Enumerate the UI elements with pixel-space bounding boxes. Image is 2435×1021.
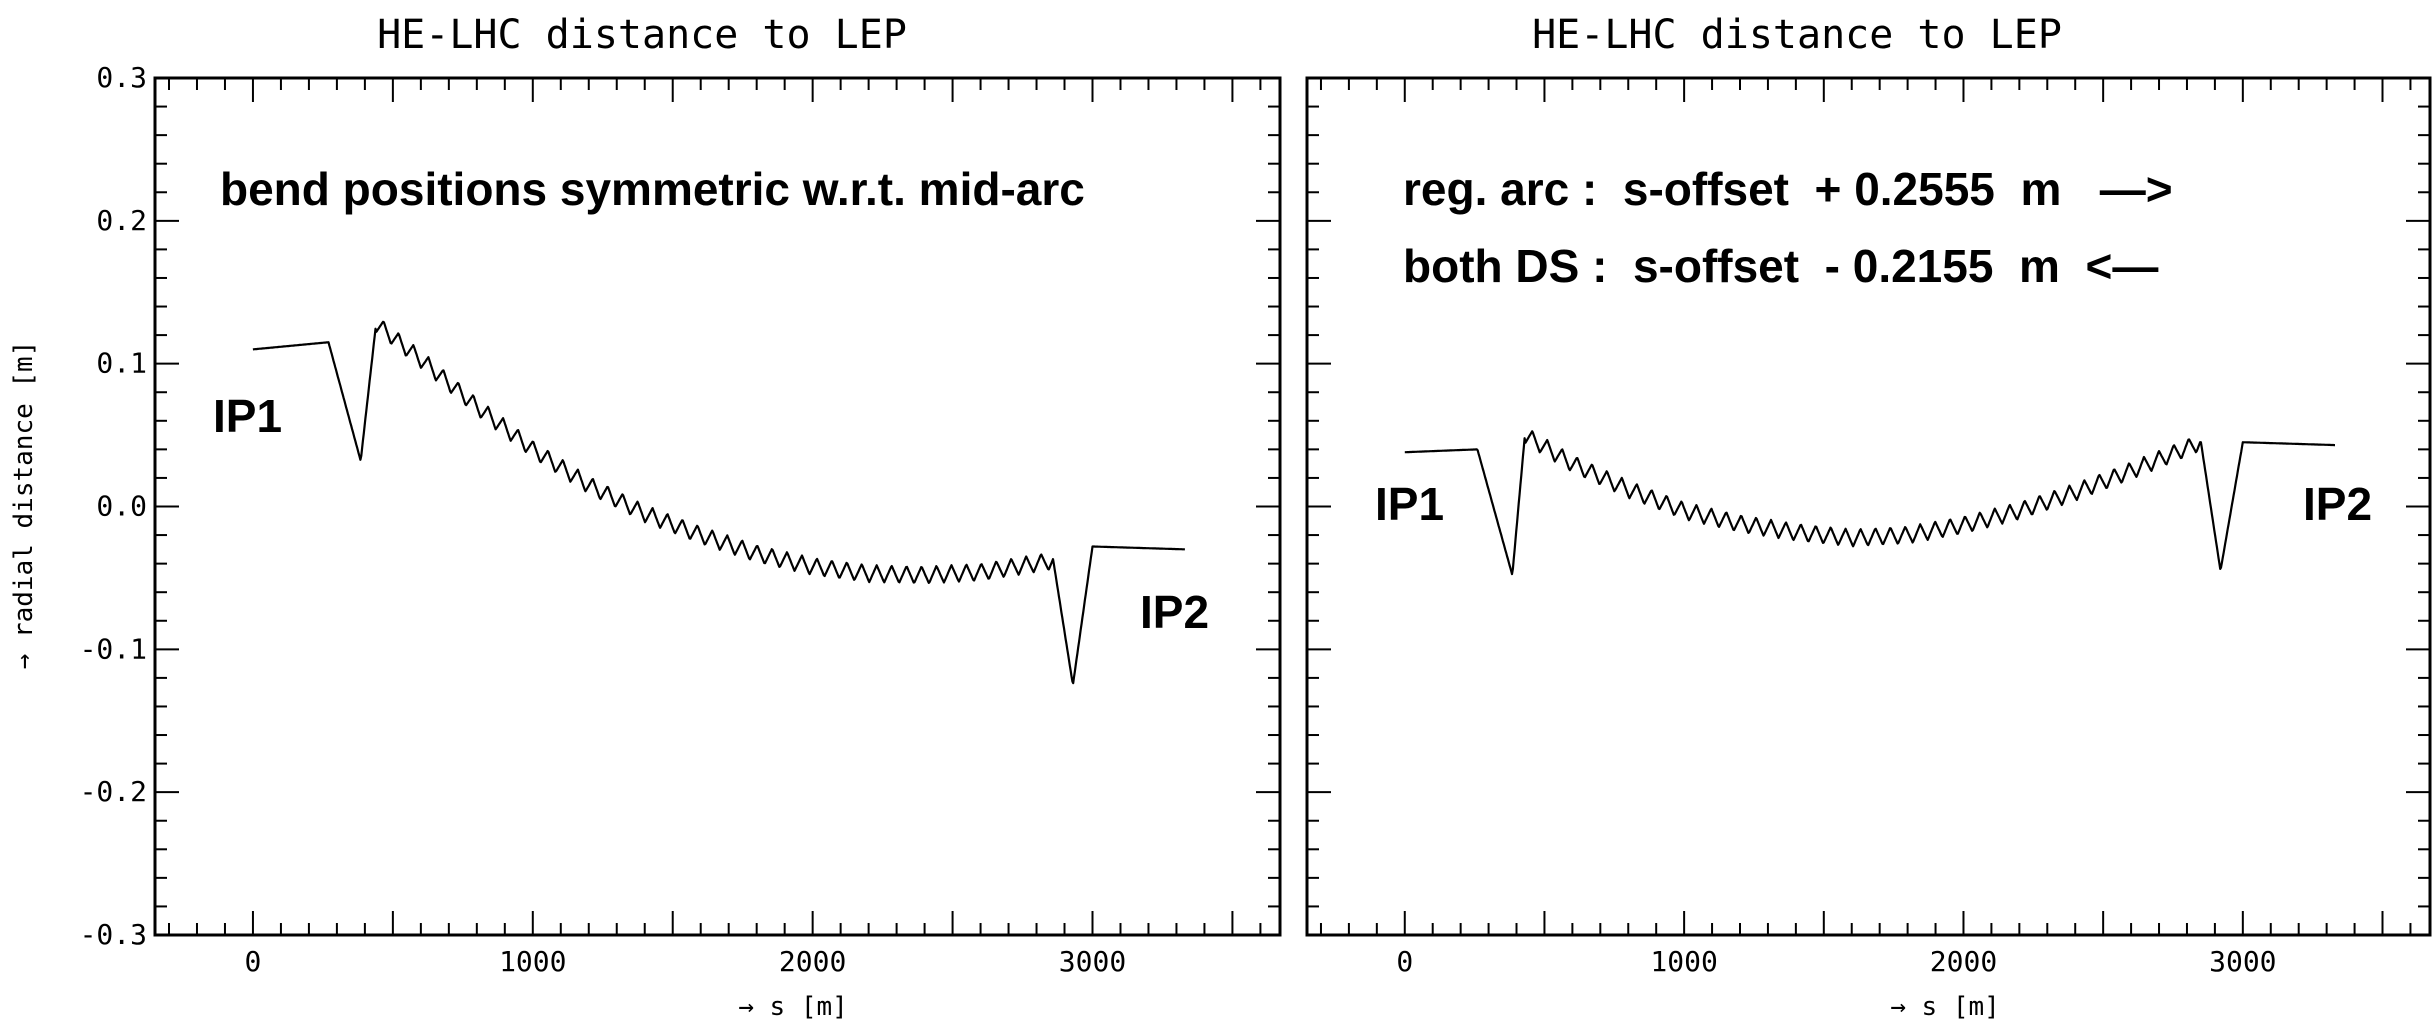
y-tick-label: -0.1	[80, 632, 147, 665]
left-annotation-symmetric: bend positions symmetric w.r.t. mid-arc	[220, 163, 1085, 215]
y-tick-label: 0.2	[96, 204, 147, 237]
x-tick-label: 3000	[2209, 945, 2276, 978]
left-ip1-label: IP1	[213, 390, 282, 442]
x-tick-label: 2000	[1930, 945, 1997, 978]
left-x-axis-label: → s [m]	[738, 992, 848, 1021]
y-tick-label: 0.1	[96, 347, 147, 380]
left-chart-title: HE-LHC distance to LEP	[377, 12, 907, 58]
left-ip2-label: IP2	[1140, 586, 1209, 638]
right-x-axis-label: → s [m]	[1890, 992, 2000, 1021]
series-line-0	[252, 320, 1186, 685]
x-tick-label: 1000	[499, 945, 566, 978]
right-ip1-label: IP1	[1375, 478, 1444, 530]
x-tick-label: 3000	[1059, 945, 1126, 978]
y-tick-label: -0.3	[80, 918, 147, 951]
y-tick-label: 0.0	[96, 490, 147, 523]
right-chart-title: HE-LHC distance to LEP	[1532, 12, 2062, 58]
right-annotation-reg-arc: reg. arc : s-offset + 0.2555 m —>	[1403, 163, 2173, 215]
y-tick-label: -0.2	[80, 775, 147, 808]
x-tick-label: 2000	[779, 945, 846, 978]
x-tick-label: 0	[1396, 945, 1413, 978]
y-axis-label: → radial distance [m]	[9, 341, 39, 670]
x-tick-label: 1000	[1650, 945, 1717, 978]
x-tick-label: 0	[245, 945, 262, 978]
right-ip2-label: IP2	[2303, 478, 2372, 530]
right-annotation-both-ds: both DS : s-offset - 0.2155 m <—	[1403, 240, 2158, 292]
series-line-0	[1404, 430, 2336, 576]
y-tick-label: 0.3	[96, 61, 147, 94]
left-chart-panel: HE-LHC distance to LEP → radial distance…	[9, 12, 1282, 1021]
right-chart-panel: HE-LHC distance to LEP → s [m] reg. arc …	[1305, 12, 2432, 1021]
